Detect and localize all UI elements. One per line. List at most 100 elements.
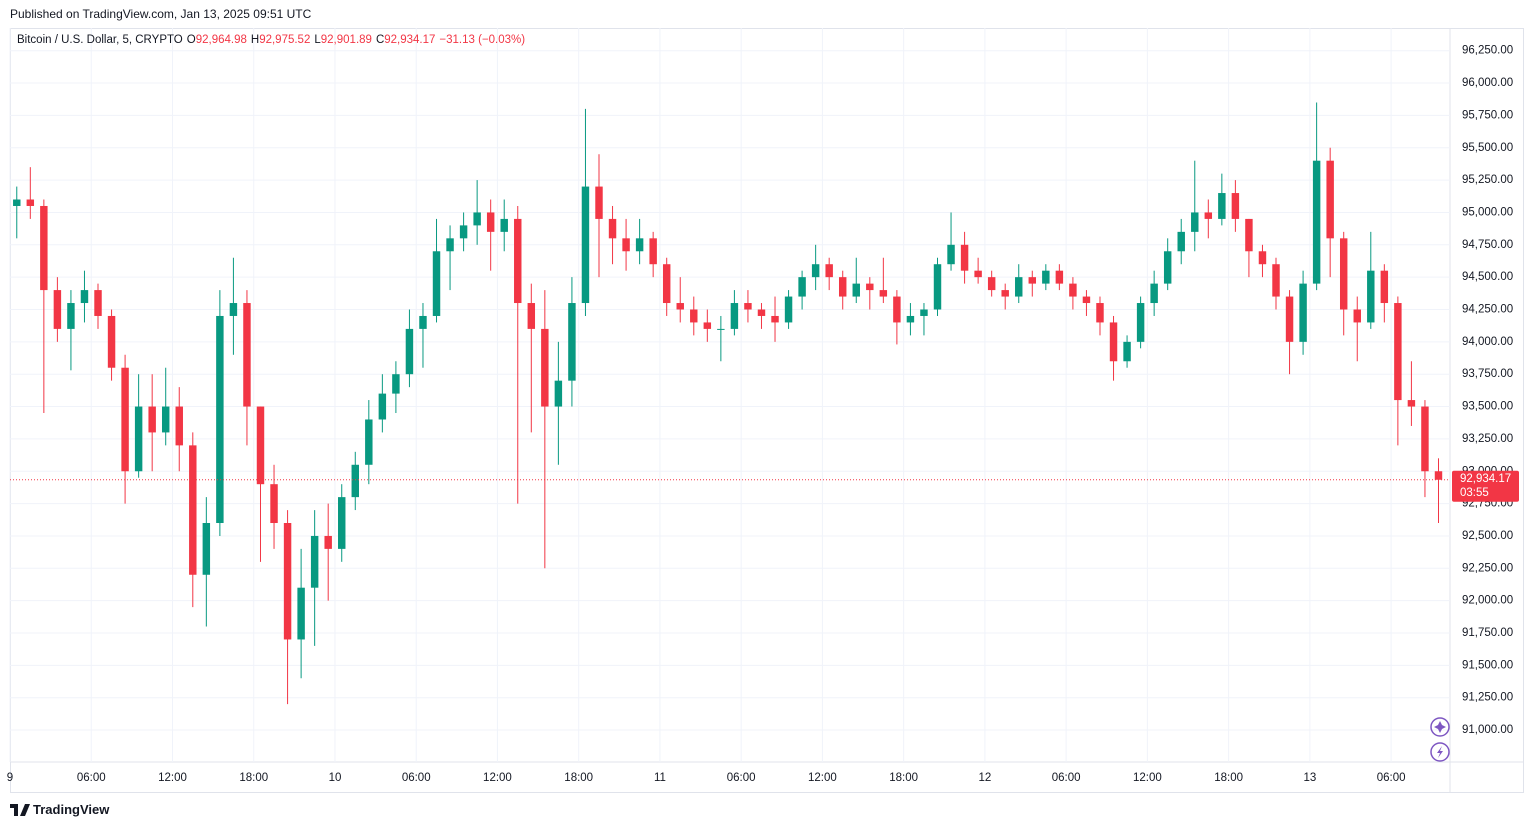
y-tick-label: 93,750.00 [1462,368,1513,380]
icon-button[interactable] [1430,717,1450,737]
candle-body [1339,238,1348,310]
y-tick-label: 91,250.00 [1462,692,1513,704]
ohlc-item: C92,934.17 [376,34,435,46]
candle-body [676,303,684,310]
x-tick-label: 06:00 [1377,772,1406,784]
ohlc-key: C [375,34,385,46]
candle-body [1285,296,1294,342]
candle-body [852,283,860,297]
candle-body [351,464,359,498]
candle-body [121,367,129,472]
candle-body [635,238,644,252]
candle-body [1055,270,1064,284]
candle-body [811,264,820,278]
symbol-legend: Bitcoin / U.S. Dollar, 5, CRYPTO O92,964.… [17,34,525,46]
candle-body [1326,160,1334,239]
ohlc-item: H92,975.52 [251,34,310,46]
x-tick-label: 18:00 [239,772,268,784]
candle-body [717,328,725,330]
ohlc-item: O92,964.98 [187,34,247,46]
ohlc-key: H [250,34,260,46]
candle-body [40,205,48,291]
y-tick-label: 93,250.00 [1462,433,1513,445]
candle-body [1367,270,1375,323]
candle-body [405,328,414,375]
candle-body [974,270,982,278]
candle-body [1380,270,1389,304]
y-tick-label: 93,500.00 [1462,401,1513,413]
candle-body [107,315,116,368]
candle-body [1312,160,1321,284]
candle-body [1407,400,1416,407]
candle-body [1136,303,1145,342]
candle-body [1001,290,1009,297]
candle-body [500,218,508,232]
candle-body [161,406,170,433]
candle-body [838,277,847,297]
candle-body [1394,303,1402,401]
ohlc-key: L [314,34,321,46]
candle-body [365,419,373,465]
icon-button[interactable] [1430,742,1450,762]
candle-body [148,406,156,433]
last-price-box [1452,470,1519,502]
candle-body [920,309,928,316]
candle-body [947,244,955,265]
candle-body [80,290,89,304]
candle-body [94,290,102,316]
candle-body [1123,341,1131,362]
x-tick-label: 12:00 [158,772,187,784]
y-tick-label: 95,500.00 [1462,142,1513,154]
candle-body [960,244,969,271]
published-note: Published on TradingView.com, Jan 13, 20… [10,7,312,21]
candle-body [283,523,292,640]
candle-body [933,264,942,310]
candle-body [473,212,481,226]
x-tick-label: 10 [329,772,342,784]
candle-body [690,309,698,323]
candle-body [1096,303,1104,323]
candle-body [1231,193,1240,219]
candle-body [1191,212,1199,232]
axes: 91,000.00 91,250.00 91,500.00 91,750.00 92,0… [7,45,1519,784]
candle-body [134,406,143,472]
candle-body [825,264,833,278]
y-tick-label: 95,000.00 [1462,206,1513,218]
candle-body [866,283,874,291]
chart-frame [10,28,1524,793]
candle-body [1245,218,1253,252]
grid [9,28,1450,762]
candle-body [229,303,238,316]
ohlc-key: O [186,34,196,46]
candle-body [581,186,590,304]
y-tick-label: 95,750.00 [1462,109,1513,121]
y-tick-label: 94,000.00 [1462,336,1513,348]
ohlc-value: 92,964.98 [195,34,247,46]
x-tick-label: 9 [7,772,13,784]
candle-body [297,587,305,640]
y-tick-label: 96,000.00 [1462,77,1513,89]
ohlc-value: 92,901.89 [320,34,372,46]
candles [13,102,1443,705]
candle-body [270,484,278,524]
x-tick-label: 18:00 [1214,772,1243,784]
brand-logo [10,804,30,816]
candle-body [216,315,224,524]
candle-body [879,290,888,297]
candle-body [26,199,35,206]
candle-body [893,296,901,323]
y-tick-label: 92,250.00 [1462,562,1513,574]
candle-body [730,303,739,329]
y-tick-label: 92,500.00 [1462,530,1513,542]
x-tick-label: 18:00 [564,772,593,784]
candle-body [1421,406,1429,472]
symbol-name: Bitcoin / U.S. Dollar, 5, CRYPTO [17,34,183,46]
x-tick-label: 06:00 [77,772,106,784]
ohlc-value: 92,975.52 [259,34,311,46]
y-tick-label: 91,000.00 [1462,724,1513,736]
candle-body [622,238,630,252]
candle-body [459,225,468,239]
candle-body [338,497,346,549]
y-tick-label: 91,500.00 [1462,659,1513,671]
candle-body [324,535,332,549]
